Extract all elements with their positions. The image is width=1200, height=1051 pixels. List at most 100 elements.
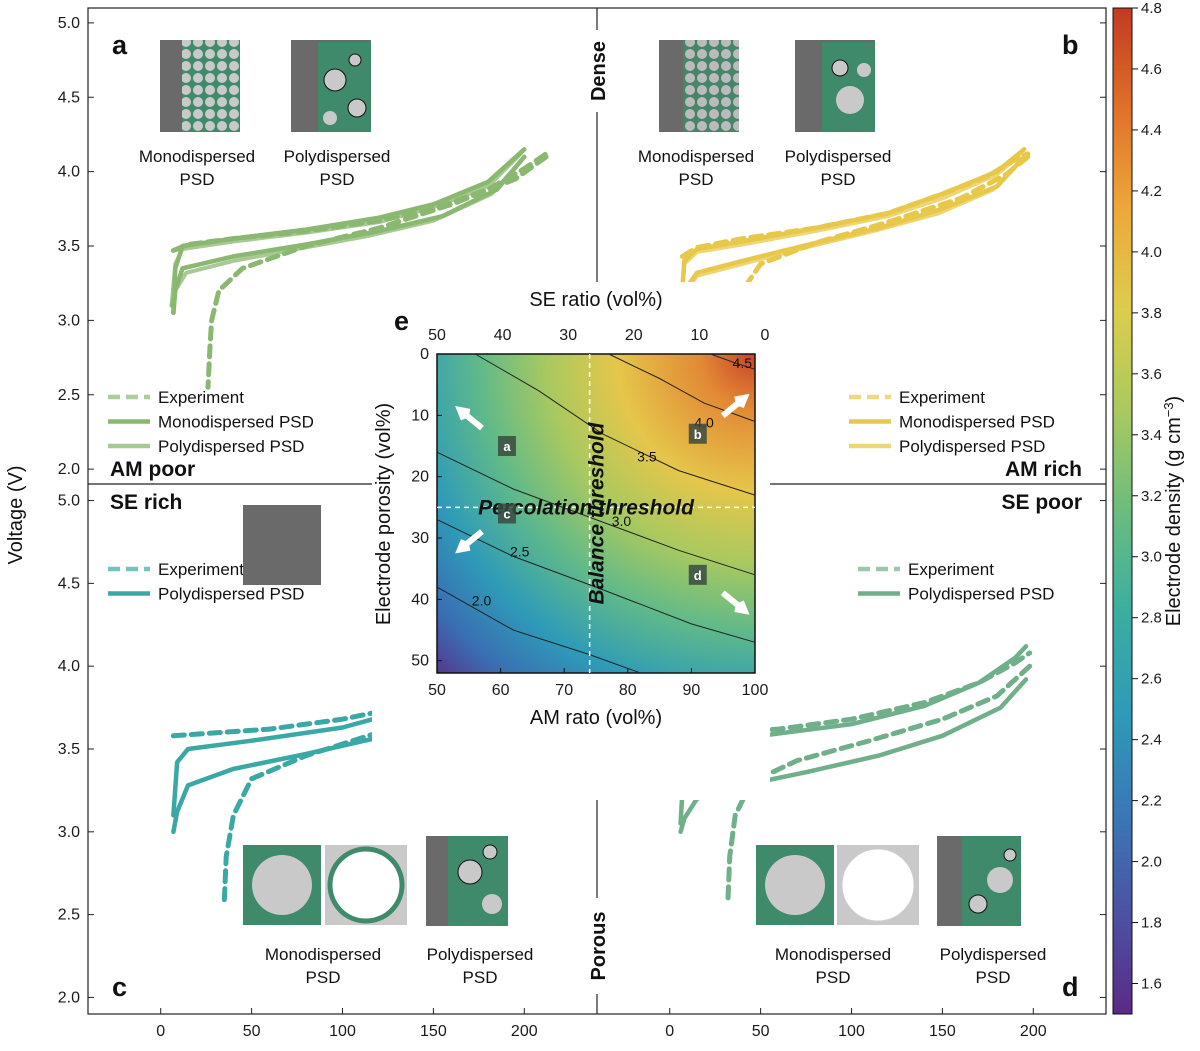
colorbar-tick-label-14: 4.4	[1141, 122, 1162, 139]
caption-d-mono-2: PSD	[816, 968, 851, 987]
panel-letter-b: b	[1062, 30, 1079, 60]
colorbar-tick-label-5: 2.6	[1141, 671, 1162, 688]
caption-a-mono-1: Monodispersed	[139, 147, 255, 166]
colorbar-tick-label-8: 3.2	[1141, 488, 1162, 505]
y-tick-label-c-2: 3.0	[58, 824, 80, 841]
y-tick-label-c-3: 3.5	[58, 741, 80, 758]
y-tick-label-c-1: 2.5	[58, 907, 80, 924]
inset-images-c	[243, 505, 508, 926]
region-marker-b	[688, 423, 707, 444]
contour-line-3	[474, 353, 756, 496]
y-tick-label-c-5: 4.5	[58, 575, 80, 592]
caption-d-mono-1: Monodispersed	[775, 945, 891, 964]
heatmap-y-tick-label-4: 40	[411, 591, 429, 608]
colorbar-gradient	[1112, 7, 1133, 1015]
region-marker-c	[497, 503, 516, 524]
legend-label-d-0: Experiment	[908, 560, 994, 579]
contour-label-1: 2.5	[510, 543, 530, 559]
panel-letter-c: c	[112, 972, 127, 1002]
colorbar-label: Electrode density (g cm−3)	[1161, 396, 1186, 626]
heatmap-top-tick-label-0: 50	[428, 327, 446, 344]
corner-label-am-rich: AM rich	[1005, 458, 1082, 481]
region-arrow-d	[720, 590, 750, 615]
corner-label-am-poor: AM poor	[110, 458, 195, 481]
legend-label-c-0: Experiment	[158, 560, 244, 579]
curve-d-experiment-discharge	[725, 663, 1033, 904]
axes-layer: 2.0 2.5 3.0 3.5 4.0 4.5 5.0 2.0 2.5 3.0 3.5 4.0 4.5 5…	[58, 15, 1106, 1040]
heatmap-x-tick-label-1: 60	[492, 682, 510, 699]
x-tick-label-c-4: 200	[511, 1023, 538, 1040]
colorbar-tick-label-16: 4.8	[1141, 0, 1162, 17]
inset-images-d	[756, 836, 1021, 926]
colorbar-tick-label-4: 2.4	[1141, 732, 1162, 749]
region-marker-label-c: c	[503, 507, 510, 522]
curve-b-experiment-discharge	[730, 154, 1031, 361]
heatmap-y-tick-label-2: 20	[411, 469, 429, 486]
heatmap-x-tick-label-0: 50	[428, 682, 446, 699]
heatmap-top-tick-label-1: 40	[494, 327, 512, 344]
x-tick-label-d-0: 0	[665, 1023, 674, 1040]
colorbar-tick-label-6: 2.8	[1141, 610, 1162, 627]
colorbar-tick-label-9: 3.4	[1141, 427, 1162, 444]
colorbar-tick-label-15: 4.6	[1141, 61, 1162, 78]
heatmap-x-tick-label-4: 90	[683, 682, 701, 699]
y-axis-title: Voltage (V)	[5, 466, 27, 565]
y-tick-label-a-1: 2.5	[58, 387, 80, 404]
caption-d-poly-2: PSD	[976, 968, 1011, 987]
x-tick-label-c-3: 150	[420, 1023, 447, 1040]
contour-line-5	[710, 353, 756, 370]
y-tick-label-a-3: 3.5	[58, 238, 80, 255]
curve-b-polydispersed-psd-charge	[678, 151, 1023, 323]
y-tick-label-a-4: 4.0	[58, 164, 80, 181]
x-tick-label-d-3: 150	[929, 1023, 956, 1040]
contour-line-0	[436, 586, 641, 674]
heatmap-x-tick-label-3: 80	[619, 682, 637, 699]
legend-label-c-1: Polydispersed PSD	[158, 585, 304, 604]
panel-letter-e: e	[394, 306, 409, 336]
region-marker-label-d: d	[694, 568, 702, 583]
inset-captions: Monodispersed PSD Polydispersed PSD Mono…	[139, 147, 1047, 987]
caption-b-mono-2: PSD	[679, 170, 714, 189]
heatmap-top-tick-label-2: 30	[559, 327, 577, 344]
balance-threshold-label: Balance threshold	[586, 421, 609, 604]
inset-images-a	[160, 40, 371, 132]
colorbar: 1.6 1.8 2.0 2.2 2.4 2.6 2.8 3.0 3.2 3.4 3.6 3.8 4.0 4…	[1112, 0, 1186, 1015]
colorbar-tick-label-2: 2.0	[1141, 854, 1162, 871]
caption-b-poly-1: Polydispersed	[785, 147, 892, 166]
legend-label-a-2: Polydispersed PSD	[158, 437, 304, 456]
colorbar-ticks: 1.6 1.8 2.0 2.2 2.4 2.6 2.8 3.0 3.2 3.4 3.6 3.8 4.0 4…	[1132, 0, 1162, 993]
heatmap-top-tick-label-3: 20	[625, 327, 643, 344]
region-arrow-a	[455, 406, 484, 431]
contour-label-3: 3.5	[637, 448, 657, 464]
y-tick-label-a-5: 4.5	[58, 89, 80, 106]
curve-a-polydispersed-psd-charge	[169, 151, 523, 308]
corner-label-se-poor: SE poor	[1001, 491, 1082, 514]
colorbar-tick-label-11: 3.8	[1141, 305, 1162, 322]
caption-c-mono-1: Monodispersed	[265, 945, 381, 964]
heatmap-top-tick-label-4: 10	[691, 327, 709, 344]
caption-d-poly-1: Polydispersed	[940, 945, 1047, 964]
x-tick-label-c-0: 0	[156, 1023, 165, 1040]
legend-label-a-0: Experiment	[158, 388, 244, 407]
side-label-porous: Porous	[588, 912, 610, 981]
region-marker-label-b: b	[694, 427, 702, 442]
side-label-dense: Dense	[588, 41, 610, 101]
heatmap-ylabel: Electrode porosity (vol%)	[373, 403, 395, 625]
contour-label-5: 4.5	[733, 355, 753, 371]
heatmap-xlabel: AM rato (vol%)	[530, 707, 662, 729]
legend-label-d-1: Polydispersed PSD	[908, 585, 1054, 604]
heatmap-y-tick-label-3: 30	[411, 530, 429, 547]
caption-c-mono-2: PSD	[306, 968, 341, 987]
colorbar-tick-label-12: 4.0	[1141, 244, 1162, 261]
region-marker-a	[497, 436, 516, 457]
x-tick-label-d-1: 50	[752, 1023, 770, 1040]
caption-a-poly-2: PSD	[320, 170, 355, 189]
x-tick-label-c-1: 50	[243, 1023, 261, 1040]
contour-line-1	[436, 519, 756, 643]
x-tick-label-d-2: 100	[838, 1023, 865, 1040]
heatmap-top-xlabel: SE ratio (vol%)	[529, 289, 662, 311]
legend-label-b-2: Polydispersed PSD	[899, 437, 1045, 456]
y-tick-label-c-6: 5.0	[58, 493, 80, 510]
contour-line-2	[436, 451, 756, 576]
